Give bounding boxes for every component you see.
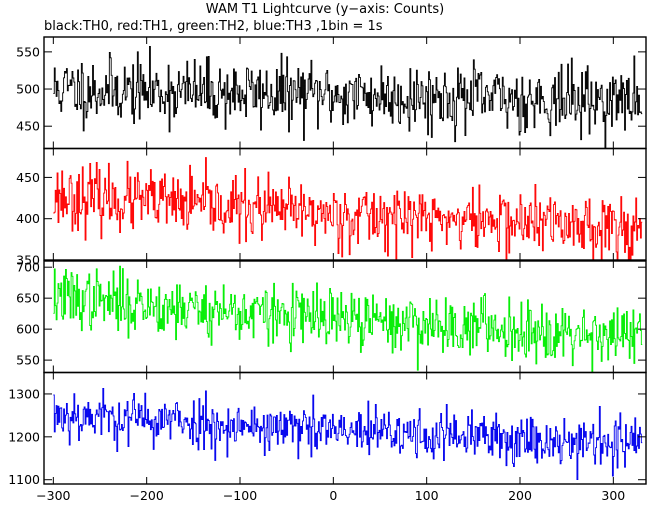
y-tick-label: 450 xyxy=(16,119,40,134)
x-tick-label: 100 xyxy=(415,488,439,503)
x-tick-label: 0 xyxy=(329,488,337,503)
panel-th3: 1100 1200 1300 xyxy=(8,371,647,487)
panel-th1: 350 400 450 xyxy=(16,147,647,268)
x-tick-label: 300 xyxy=(601,488,625,503)
y-tick-label: 550 xyxy=(16,44,40,59)
x-tick-label: −300 xyxy=(36,488,70,503)
series-th0 xyxy=(53,46,643,149)
series-th2 xyxy=(53,265,643,373)
y-tick-label: 450 xyxy=(16,170,40,185)
chart-subtitle: black:TH0, red:TH1, green:TH2, blue:TH3 … xyxy=(44,19,383,34)
y-tick-label: 400 xyxy=(16,211,40,226)
panel-frame xyxy=(43,147,647,261)
y-tick-label: 500 xyxy=(16,82,40,97)
y-tick-label: 350 xyxy=(16,253,40,268)
series-th3 xyxy=(53,388,643,480)
y-tick-label: 700 xyxy=(16,260,40,275)
panel-frame xyxy=(43,371,647,485)
y-tick-label: 1100 xyxy=(8,472,40,487)
x-tick-label: −200 xyxy=(129,488,163,503)
y-tick-label: 1300 xyxy=(8,386,40,401)
x-tick-label: 200 xyxy=(508,488,532,503)
panel-th2: 550 600 650 700 xyxy=(16,260,647,374)
series-th1 xyxy=(53,157,643,260)
y-tick-label: 1200 xyxy=(8,429,40,444)
chart-title: WAM T1 Lightcurve (y−axis: Counts) xyxy=(205,2,445,17)
x-tick-label: −100 xyxy=(223,488,257,503)
y-tick-label: 650 xyxy=(16,291,40,306)
panel-th0: 450 500 550 xyxy=(16,36,647,150)
y-tick-label: 550 xyxy=(16,353,40,368)
y-tick-label: 600 xyxy=(16,322,40,337)
